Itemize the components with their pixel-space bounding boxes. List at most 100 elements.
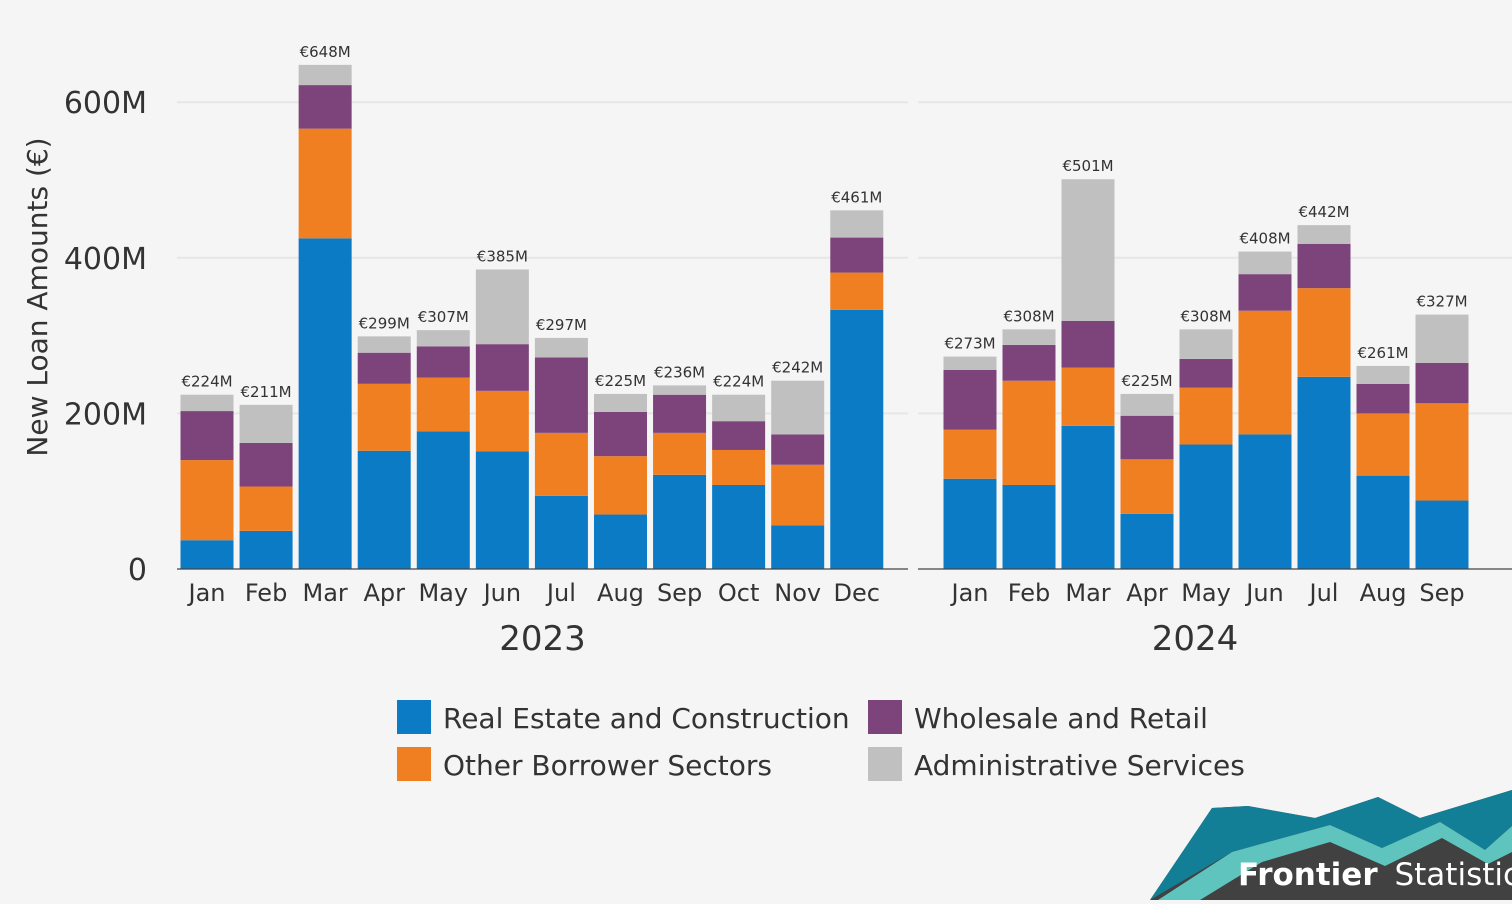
- bar-2024-Apr-real-estate-and-construction: [1120, 513, 1174, 569]
- x-tick-2024-Mar: Mar: [1065, 579, 1110, 607]
- bar-2023-Oct-real-estate-and-construction: [712, 484, 766, 569]
- bar-2024-Apr-other-borrower-sectors: [1120, 459, 1174, 514]
- bar-2024-Mar-real-estate-and-construction: [1061, 425, 1115, 569]
- bar-2023-Jan-wholesale-and-retail: [180, 411, 234, 461]
- facet-label-2023: 2023: [499, 619, 586, 659]
- bar-2023-Nov-administrative-services: [771, 380, 825, 435]
- bar-2024-Jun-administrative-services: [1238, 251, 1292, 275]
- y-axis-title: New Loan Amounts (€): [21, 137, 54, 456]
- bar-2023-Jan-real-estate-and-construction: [180, 540, 234, 569]
- x-tick-2023-Apr: Apr: [363, 579, 405, 607]
- bar-2023-Sep-administrative-services: [653, 385, 707, 395]
- bar-2023-Jul-other-borrower-sectors: [534, 432, 588, 496]
- total-label-2023-Sep: €236M: [654, 363, 705, 381]
- bar-2024-Feb-administrative-services: [1002, 329, 1056, 345]
- bar-2023-Nov-wholesale-and-retail: [771, 434, 825, 465]
- bar-2024-Aug-administrative-services: [1356, 365, 1410, 384]
- bar-2023-Mar-administrative-services: [298, 64, 352, 86]
- bar-2023-May-real-estate-and-construction: [416, 431, 470, 569]
- bar-2023-Oct-administrative-services: [712, 394, 766, 422]
- x-tick-2024-Jan: Jan: [950, 579, 989, 607]
- total-label-2024-Jul: €442M: [1298, 203, 1349, 221]
- bar-2023-Apr-administrative-services: [357, 336, 411, 353]
- total-label-2023-Aug: €225M: [595, 372, 646, 390]
- x-tick-2023-Sep: Sep: [657, 579, 702, 607]
- bar-2023-Sep-wholesale-and-retail: [653, 394, 707, 433]
- x-tick-2023-Feb: Feb: [245, 579, 288, 607]
- bar-2023-Mar-real-estate-and-construction: [298, 238, 352, 569]
- x-tick-2024-Jul: Jul: [1308, 579, 1339, 607]
- bar-2023-Apr-other-borrower-sectors: [357, 383, 411, 451]
- bar-2024-May-other-borrower-sectors: [1179, 387, 1233, 445]
- bar-2024-Jan-wholesale-and-retail: [943, 369, 997, 430]
- bar-2024-Aug-other-borrower-sectors: [1356, 413, 1410, 476]
- x-tick-2023-Mar: Mar: [302, 579, 347, 607]
- bar-2024-Sep-administrative-services: [1415, 314, 1469, 363]
- bar-2023-Jun-administrative-services: [475, 269, 529, 345]
- total-label-2023-Apr: €299M: [359, 314, 410, 332]
- total-label-2024-Jun: €408M: [1239, 230, 1290, 248]
- total-label-2023-Oct: €224M: [713, 373, 764, 391]
- bar-2023-Feb-wholesale-and-retail: [239, 442, 293, 487]
- bar-2024-Sep-wholesale-and-retail: [1415, 362, 1469, 404]
- bar-2024-Jul-real-estate-and-construction: [1297, 376, 1351, 569]
- x-tick-2024-Sep: Sep: [1419, 579, 1464, 607]
- bar-2024-May-administrative-services: [1179, 329, 1233, 359]
- legend-label-other-borrower-sectors: Other Borrower Sectors: [443, 749, 772, 782]
- bar-2023-Dec-wholesale-and-retail: [830, 237, 884, 273]
- bar-2023-Sep-real-estate-and-construction: [653, 474, 707, 569]
- x-tick-2023-May: May: [418, 579, 468, 607]
- bar-2024-Jan-administrative-services: [943, 356, 997, 370]
- bar-2023-Mar-wholesale-and-retail: [298, 85, 352, 129]
- y-tick-200M: 200M: [64, 397, 147, 432]
- bar-2024-Sep-real-estate-and-construction: [1415, 500, 1469, 569]
- x-tick-2023-Nov: Nov: [774, 579, 821, 607]
- y-tick-600M: 600M: [64, 86, 147, 121]
- y-tick-0: 0: [128, 553, 147, 588]
- total-label-2023-Jun: €385M: [477, 247, 528, 265]
- x-tick-2024-May: May: [1181, 579, 1231, 607]
- bar-2023-Sep-other-borrower-sectors: [653, 432, 707, 475]
- bar-2023-Jun-wholesale-and-retail: [475, 344, 529, 391]
- legend-label-administrative-services: Administrative Services: [914, 749, 1245, 782]
- bar-2023-Apr-real-estate-and-construction: [357, 450, 411, 569]
- brand-word-regular: Statistics: [1394, 857, 1512, 893]
- bar-2023-Jun-real-estate-and-construction: [475, 451, 529, 569]
- total-label-2023-Feb: €211M: [241, 383, 292, 401]
- legend-swatch-wholesale-and-retail: [868, 700, 902, 734]
- bar-2023-May-administrative-services: [416, 330, 470, 347]
- bar-2024-Feb-wholesale-and-retail: [1002, 344, 1056, 381]
- bar-2023-Nov-real-estate-and-construction: [771, 525, 825, 569]
- total-label-2024-May: €308M: [1180, 307, 1231, 325]
- brand-logo: Frontier Statistics: [1150, 790, 1512, 900]
- bar-2024-Jun-wholesale-and-retail: [1238, 274, 1292, 311]
- total-label-2023-Dec: €461M: [831, 188, 882, 206]
- legend-swatch-administrative-services: [868, 747, 902, 781]
- bar-2024-Apr-administrative-services: [1120, 393, 1174, 416]
- bar-2024-Jul-wholesale-and-retail: [1297, 243, 1351, 289]
- bar-2024-Jan-other-borrower-sectors: [943, 429, 997, 479]
- total-label-2024-Feb: €308M: [1003, 307, 1054, 325]
- x-tick-2023-Oct: Oct: [718, 579, 760, 607]
- bar-2023-Jul-real-estate-and-construction: [534, 495, 588, 569]
- bar-2023-Jul-administrative-services: [534, 337, 588, 358]
- mountain-teal: [1150, 790, 1512, 900]
- x-tick-2024-Jun: Jun: [1244, 579, 1284, 607]
- bar-2024-Jun-other-borrower-sectors: [1238, 310, 1292, 435]
- bar-2023-Feb-real-estate-and-construction: [239, 530, 293, 569]
- bar-2023-Aug-other-borrower-sectors: [593, 456, 647, 515]
- bar-2023-Feb-administrative-services: [239, 404, 293, 443]
- bar-2024-Sep-other-borrower-sectors: [1415, 403, 1469, 501]
- bar-2024-Aug-real-estate-and-construction: [1356, 475, 1410, 569]
- bar-2023-Aug-real-estate-and-construction: [593, 514, 647, 569]
- x-tick-2023-Jan: Jan: [187, 579, 226, 607]
- total-label-2023-Jul: €297M: [536, 316, 587, 334]
- bar-2024-Jan-real-estate-and-construction: [943, 478, 997, 569]
- x-tick-2023-Jul: Jul: [545, 579, 576, 607]
- bar-2023-Jan-administrative-services: [180, 394, 234, 412]
- bar-2024-Jul-other-borrower-sectors: [1297, 288, 1351, 377]
- bar-2023-Oct-other-borrower-sectors: [712, 449, 766, 485]
- bar-2023-Mar-other-borrower-sectors: [298, 128, 352, 239]
- total-label-2024-Aug: €261M: [1357, 344, 1408, 362]
